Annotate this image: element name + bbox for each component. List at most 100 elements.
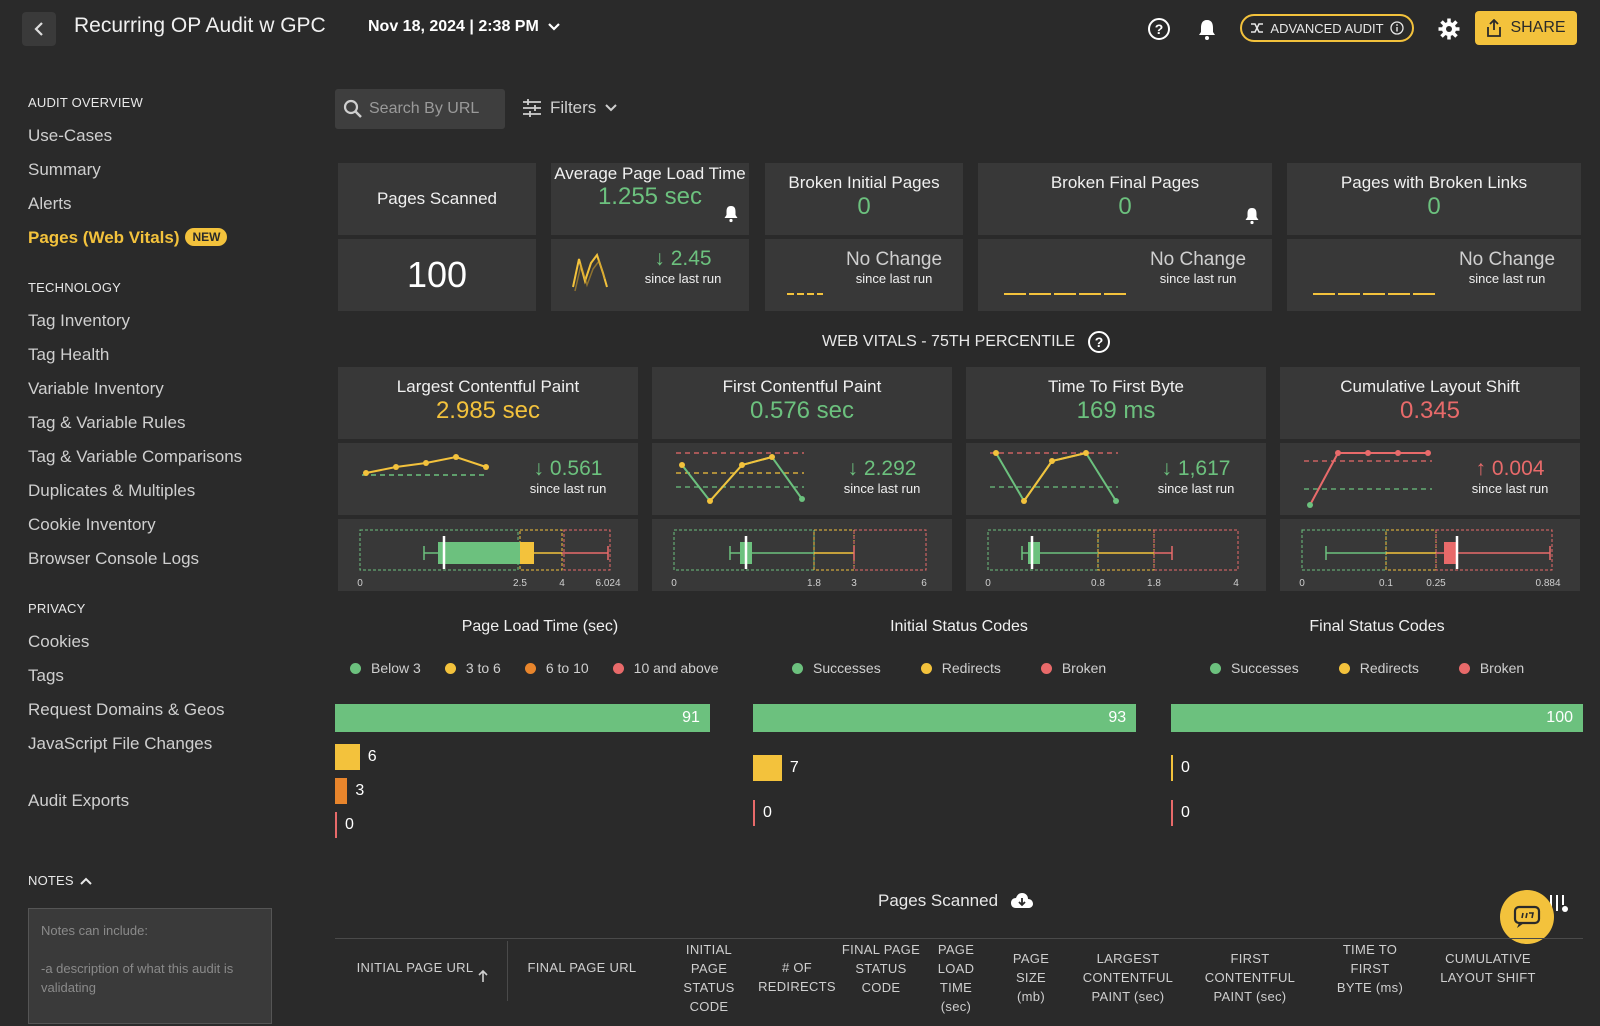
chat-button[interactable] (1500, 890, 1554, 944)
final-status-legend: Successes Redirects Broken (1210, 660, 1524, 676)
svg-text:?: ? (1095, 334, 1104, 350)
fcp-tick-0: 0 (671, 578, 677, 589)
distribution-bar-row[interactable]: 6 (335, 742, 747, 772)
fcp-delta-value: 2.292 (863, 457, 917, 480)
sidebar-item-js-file-changes[interactable]: JavaScript File Changes (28, 734, 213, 753)
col-cls[interactable]: CUMULATIVE LAYOUT SHIFT (1440, 951, 1536, 985)
ttfb-tick-0: 0 (985, 578, 991, 589)
distribution-bar-row[interactable]: 93 (753, 704, 1165, 734)
sidebar-item-cookies[interactable]: Cookies (28, 632, 90, 651)
legend-item[interactable]: Successes (1210, 660, 1299, 676)
col-lcp[interactable]: LARGEST CONTENTFUL PAINT (sec) (1082, 951, 1174, 1004)
notes-textarea[interactable]: Notes can include: -a description of wha… (28, 908, 272, 1024)
col-initial-status-code[interactable]: INITIAL PAGE STATUS CODE (683, 942, 735, 1014)
distribution-bar-row[interactable]: 91 (335, 704, 747, 734)
col-ttfb[interactable]: TIME TO FIRST BYTE (ms) (1336, 942, 1404, 995)
legend-item[interactable]: Redirects (1338, 660, 1419, 676)
col-page-size[interactable]: PAGE SIZE (mb) (1012, 951, 1050, 1004)
distribution-bar-row[interactable]: 0 (753, 798, 1165, 828)
broken-initial-card[interactable]: Broken Initial Pages 0 (765, 163, 963, 235)
sidebar-item-tag-variable-comparisons[interactable]: Tag & Variable Comparisons (28, 447, 243, 466)
broken-final-label: Broken Final Pages (1050, 173, 1200, 192)
info-icon (1389, 21, 1404, 35)
broken-final-card[interactable]: Broken Final Pages 0 (978, 163, 1272, 235)
lcp-card[interactable]: Largest Contentful Paint 2.985 sec (338, 367, 638, 439)
sidebar-item-use-cases[interactable]: Use-Cases (28, 126, 113, 145)
sidebar-item-alerts[interactable]: Alerts (28, 194, 72, 213)
col-initial-page-url[interactable]: INITIAL PAGE URL (356, 960, 474, 975)
ttfb-card[interactable]: Time To First Byte 169 ms (966, 367, 1266, 439)
distribution-bar-row[interactable]: 0 (1171, 753, 1583, 783)
pages-scanned-value: 100 (338, 239, 536, 311)
lcp-delta-value: 0.561 (549, 457, 603, 480)
table-divider (335, 938, 1583, 939)
sidebar-item-browser-console-logs[interactable]: Browser Console Logs (28, 549, 200, 568)
broken-final-trend: No Change since last run (978, 239, 1272, 311)
sidebar-item-audit-exports[interactable]: Audit Exports (28, 791, 130, 810)
legend-item[interactable]: 10 and above (612, 660, 719, 676)
sidebar-item-tag-inventory[interactable]: Tag Inventory (28, 311, 131, 330)
cloud-download-icon[interactable] (1010, 892, 1034, 910)
col-final-page-url[interactable]: FINAL PAGE URL (527, 960, 637, 975)
notes-toggle[interactable]: NOTES (28, 873, 92, 888)
sidebar-item-tag-health[interactable]: Tag Health (28, 345, 110, 364)
sidebar-item-request-domains[interactable]: Request Domains & Geos (28, 700, 225, 719)
distribution-bar-row[interactable]: 100 (1171, 704, 1583, 734)
chevron-up-icon (80, 877, 92, 885)
share-button[interactable]: SHARE (1475, 11, 1577, 45)
sidebar-item-tags[interactable]: Tags (28, 666, 64, 685)
col-final-status-code[interactable]: FINAL PAGE STATUS CODE (841, 942, 921, 995)
sidebar-item-summary[interactable]: Summary (28, 160, 101, 179)
chevron-down-icon (605, 104, 617, 112)
sidebar-item-variable-inventory[interactable]: Variable Inventory (28, 379, 164, 398)
avg-load-card[interactable]: Average Page Load Time 1.255 sec (551, 163, 749, 235)
legend-item[interactable]: Broken (1040, 660, 1106, 676)
distribution-bar-row[interactable]: 0 (1171, 798, 1583, 828)
advanced-audit-button[interactable]: ADVANCED AUDIT (1240, 14, 1414, 42)
broken-final-since: since last run (1159, 271, 1237, 286)
distribution-bar-row[interactable]: 3 (335, 776, 747, 806)
broken-links-value: 0 (1427, 193, 1441, 220)
load-time-legend: Below 3 3 to 6 6 to 10 10 and above (350, 660, 719, 676)
cls-card[interactable]: Cumulative Layout Shift 0.345 (1280, 367, 1580, 439)
distribution-bar-value: 3 (355, 782, 365, 799)
distribution-bar-value: 7 (789, 759, 799, 776)
broken-links-change-label: No Change (1458, 249, 1556, 270)
sort-up-icon[interactable] (477, 969, 489, 983)
col-fcp[interactable]: FIRST CONTENTFUL PAINT (sec) (1204, 951, 1296, 1004)
broken-links-card[interactable]: Pages with Broken Links 0 (1287, 163, 1581, 235)
run-date-selector[interactable]: Nov 18, 2024 | 2:38 PM (368, 18, 561, 36)
back-button[interactable] (22, 12, 56, 46)
settings-button[interactable] (1436, 14, 1462, 44)
legend-item[interactable]: Redirects (920, 660, 1001, 676)
legend-item[interactable]: Successes (792, 660, 881, 676)
table-header-row: INITIAL PAGE URL FINAL PAGE URL INITIAL … (335, 941, 1583, 1026)
sidebar-item-tag-variable-rules[interactable]: Tag & Variable Rules (28, 413, 186, 432)
distribution-bar (335, 812, 337, 838)
initial-status-legend: Successes Redirects Broken (792, 660, 1106, 676)
col-redirects[interactable]: # OF REDIRECTS (758, 960, 836, 994)
distribution-bar-row[interactable]: 7 (753, 753, 1165, 783)
search-input[interactable]: Search By URL (335, 89, 505, 129)
ttfb-boxplot-chart: 0 0.8 1.8 4 (985, 529, 1239, 589)
new-badge: NEW (185, 228, 228, 246)
legend-item[interactable]: Below 3 (350, 660, 421, 676)
col-page-load-time[interactable]: PAGE LOAD TIME (sec) (937, 942, 975, 1014)
distribution-bar-row[interactable]: 0 (335, 810, 747, 840)
sidebar-item-duplicates-multiples[interactable]: Duplicates & Multiples (28, 481, 196, 500)
initial-status-bars: 93 7 0 (753, 704, 1165, 840)
final-status-bars: 100 0 0 (1171, 704, 1583, 840)
help-button[interactable]: ? (1146, 14, 1172, 44)
legend-item[interactable]: 6 to 10 (524, 660, 589, 676)
fcp-card[interactable]: First Contentful Paint 0.576 sec (652, 367, 952, 439)
sidebar-item-cookie-inventory[interactable]: Cookie Inventory (28, 515, 156, 534)
legend-item[interactable]: Broken (1458, 660, 1524, 676)
fcp-value: 0.576 sec (749, 397, 855, 424)
alerts-button[interactable] (1194, 14, 1220, 44)
notes-placeholder-line-1: Notes can include: (41, 923, 148, 938)
sidebar-item-web-vitals[interactable]: Pages (Web Vitals) NEW (28, 228, 228, 248)
cls-since: since last run (1471, 481, 1549, 496)
help-circle-icon[interactable]: ? (1087, 330, 1111, 354)
filters-button[interactable]: Filters (522, 98, 618, 118)
legend-item[interactable]: 3 to 6 (444, 660, 501, 676)
